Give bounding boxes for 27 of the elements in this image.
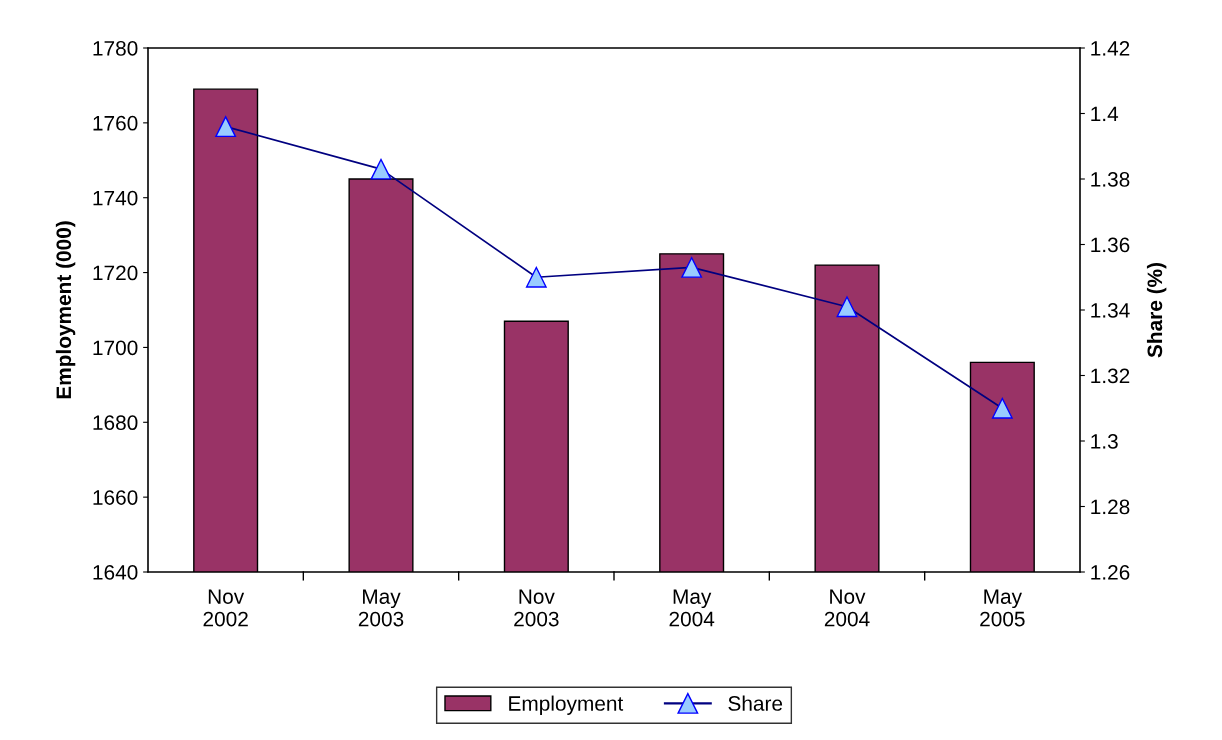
- y2-tick-label: 1.4: [1091, 106, 1119, 122]
- y-tick-label: 1640: [93, 565, 138, 580]
- x-tick-label: Nov 2004: [824, 589, 870, 627]
- y2-tick-label: 1.26: [1091, 565, 1130, 580]
- y-tick-label: 1660: [93, 490, 138, 505]
- y-tick-label: 1700: [93, 340, 138, 356]
- y2-axis-title: Share (%): [1146, 262, 1167, 358]
- x-tick-label: May 2003: [358, 589, 404, 627]
- x-tick-label: Nov 2002: [203, 589, 248, 627]
- y-axis-title: Employment (000): [55, 221, 76, 399]
- x-tick-label: May 2005: [980, 589, 1025, 627]
- x-tick-label: Nov 2003: [514, 589, 559, 627]
- y2-tick-label: 1.3: [1091, 434, 1118, 449]
- y-tick-label: 1780: [93, 41, 138, 56]
- y2-tick-label: 1.36: [1091, 237, 1130, 253]
- y-tick-label: 1720: [93, 265, 138, 281]
- y-tick-label: 1760: [93, 115, 138, 131]
- y2-tick-label: 1.28: [1091, 499, 1130, 515]
- y2-tick-label: 1.38: [1091, 172, 1130, 187]
- y-tick-label: 1680: [93, 415, 138, 431]
- y2-tick-label: 1.34: [1091, 303, 1130, 318]
- y2-tick-label: 1.42: [1091, 41, 1130, 56]
- y-tick-label: 1740: [93, 190, 138, 206]
- x-tick-label: May 2004: [669, 589, 715, 627]
- legend-label: Employment: [509, 695, 624, 715]
- y2-tick-label: 1.32: [1091, 368, 1130, 384]
- legend-label: Share: [728, 695, 783, 711]
